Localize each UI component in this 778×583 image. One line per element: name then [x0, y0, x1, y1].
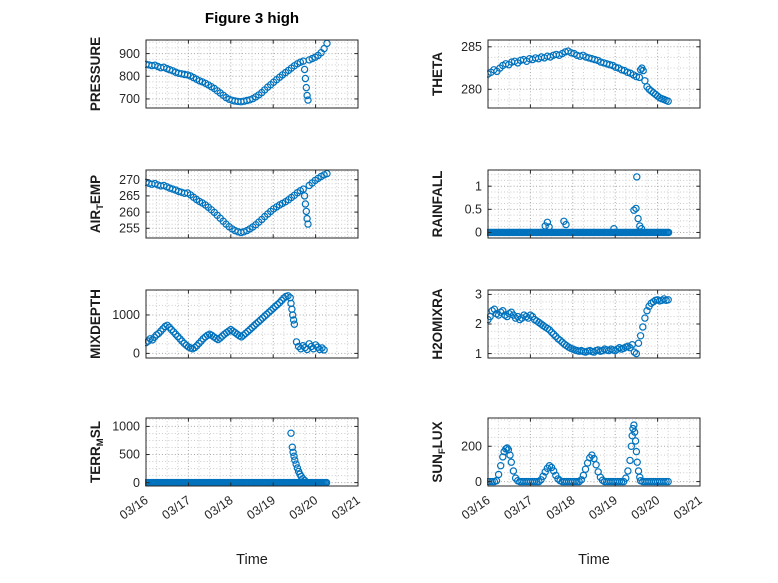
- axes-box: [145, 289, 359, 359]
- svg-text:03/17: 03/17: [159, 493, 193, 522]
- svg-text:1000: 1000: [112, 420, 140, 434]
- svg-text:03/21: 03/21: [329, 493, 363, 522]
- svg-text:2: 2: [475, 317, 482, 331]
- tick-marks: [487, 40, 701, 108]
- axes-box: [487, 39, 701, 109]
- major-grid: [145, 290, 359, 358]
- svg-text:900: 900: [119, 47, 140, 61]
- subplot-mixdepth: MIXDEPTH 0 1000: [62, 282, 364, 414]
- data-points: [145, 429, 331, 487]
- svg-text:03/17: 03/17: [501, 493, 535, 522]
- svg-text:700: 700: [119, 92, 140, 106]
- plot-area-pressure: 700 800 900: [119, 39, 359, 109]
- svg-text:285: 285: [461, 40, 482, 54]
- axes-box: [145, 417, 359, 487]
- tick-marks: [487, 290, 701, 358]
- svg-text:03/18: 03/18: [202, 493, 236, 522]
- plot-area-terr-msl: 0 500 1000 03/16 03/17 03/18 03/19 03/20 03/21: [112, 417, 363, 522]
- tick-marks: [487, 418, 701, 486]
- x-axis-label-right: Time: [578, 552, 610, 568]
- data-points: [145, 39, 331, 106]
- svg-text:0: 0: [475, 226, 482, 240]
- axes-box: [487, 417, 701, 487]
- svg-text:1000: 1000: [112, 308, 140, 322]
- tick-marks: [145, 418, 359, 486]
- plot-area-h2omixra: 1 2 3: [475, 288, 701, 361]
- plot-background: [488, 418, 700, 486]
- axes-box: [145, 169, 359, 239]
- y-tick-labels: 1 2 3: [475, 288, 482, 361]
- plot-area-theta: 280 285: [461, 39, 701, 109]
- plot-area-mixdepth: 0 1000: [112, 289, 359, 361]
- svg-text:255: 255: [119, 221, 140, 235]
- svg-text:280: 280: [461, 83, 482, 97]
- svg-text:800: 800: [119, 69, 140, 83]
- svg-text:265: 265: [119, 189, 140, 203]
- y-tick-labels: 0 200: [461, 439, 482, 488]
- y-tick-labels: 255 260 265 270: [119, 173, 140, 236]
- data-points: [145, 169, 331, 237]
- svg-text:03/16: 03/16: [117, 493, 151, 522]
- svg-text:1: 1: [475, 347, 482, 361]
- y-tick-labels: 0 500 1000: [112, 420, 140, 490]
- svg-text:3: 3: [475, 288, 482, 302]
- svg-text:03/20: 03/20: [287, 493, 321, 522]
- tick-marks: [145, 170, 359, 238]
- svg-text:03/19: 03/19: [586, 493, 620, 522]
- svg-text:0.5: 0.5: [465, 203, 482, 217]
- plot-area-sun-flux: 0 200 03/16 03/17 03/18 03/19 03/20 03/21: [459, 417, 705, 522]
- x-tick-labels: 03/16 03/17 03/18 03/19 03/20 03/21: [117, 493, 363, 522]
- plot-area-air-temp: 255 260 265 270: [119, 169, 359, 239]
- svg-text:200: 200: [461, 439, 482, 453]
- tick-marks: [487, 170, 701, 238]
- svg-text:0: 0: [133, 347, 140, 361]
- data-points: [487, 295, 672, 358]
- minor-grid: [488, 170, 700, 238]
- y-tick-labels: 00.51: [465, 179, 482, 239]
- svg-text:0: 0: [475, 475, 482, 489]
- axes-box: [487, 169, 701, 239]
- subplot-pressure: PRESSURE 700 800 900: [62, 32, 364, 164]
- figure-title: Figure 3 high: [204, 10, 300, 27]
- data-points: [487, 47, 672, 105]
- y-tick-labels: 700 800 900: [119, 47, 140, 106]
- axes-box: [145, 39, 359, 109]
- minor-grid: [146, 40, 358, 108]
- subplot-theta: THETA 280 285: [404, 32, 706, 164]
- major-grid: [145, 40, 359, 108]
- subplot-air-temp: AIRTEMP 255 260 265 270: [62, 162, 364, 294]
- subplot-terr-msl: TERRMSL 0 500 1000 03/16 03/17 03/18 03/19 03/2…: [62, 410, 364, 542]
- x-axis-label-left: Time: [236, 552, 268, 568]
- svg-text:500: 500: [119, 448, 140, 462]
- svg-text:0: 0: [133, 476, 140, 490]
- svg-text:260: 260: [119, 205, 140, 219]
- svg-text:03/16: 03/16: [459, 493, 493, 522]
- tick-marks: [145, 290, 359, 358]
- svg-text:270: 270: [119, 173, 140, 187]
- major-grid: [487, 40, 701, 108]
- data-points: [487, 173, 673, 237]
- y-tick-labels: 280 285: [461, 40, 482, 97]
- svg-text:03/21: 03/21: [671, 493, 705, 522]
- y-tick-labels: 0 1000: [112, 308, 140, 360]
- svg-text:1: 1: [475, 179, 482, 193]
- svg-text:03/18: 03/18: [544, 493, 578, 522]
- tick-marks: [145, 40, 359, 108]
- plot-background: [146, 418, 358, 486]
- svg-text:03/19: 03/19: [244, 493, 278, 522]
- subplot-rainfall: RAINFALL 0 0.5 1: [404, 162, 706, 294]
- plot-area-rainfall: 00.51: [465, 169, 701, 240]
- minor-grid: [146, 418, 358, 486]
- minor-grid: [488, 418, 700, 486]
- x-tick-labels: 03/16 03/17 03/18 03/19 03/20 03/21: [459, 493, 705, 522]
- svg-text:03/20: 03/20: [629, 493, 663, 522]
- subplot-sun-flux: SUNFLUX 0 200 03/16 03/17 03/18 03/19 03/20 03/…: [404, 410, 706, 542]
